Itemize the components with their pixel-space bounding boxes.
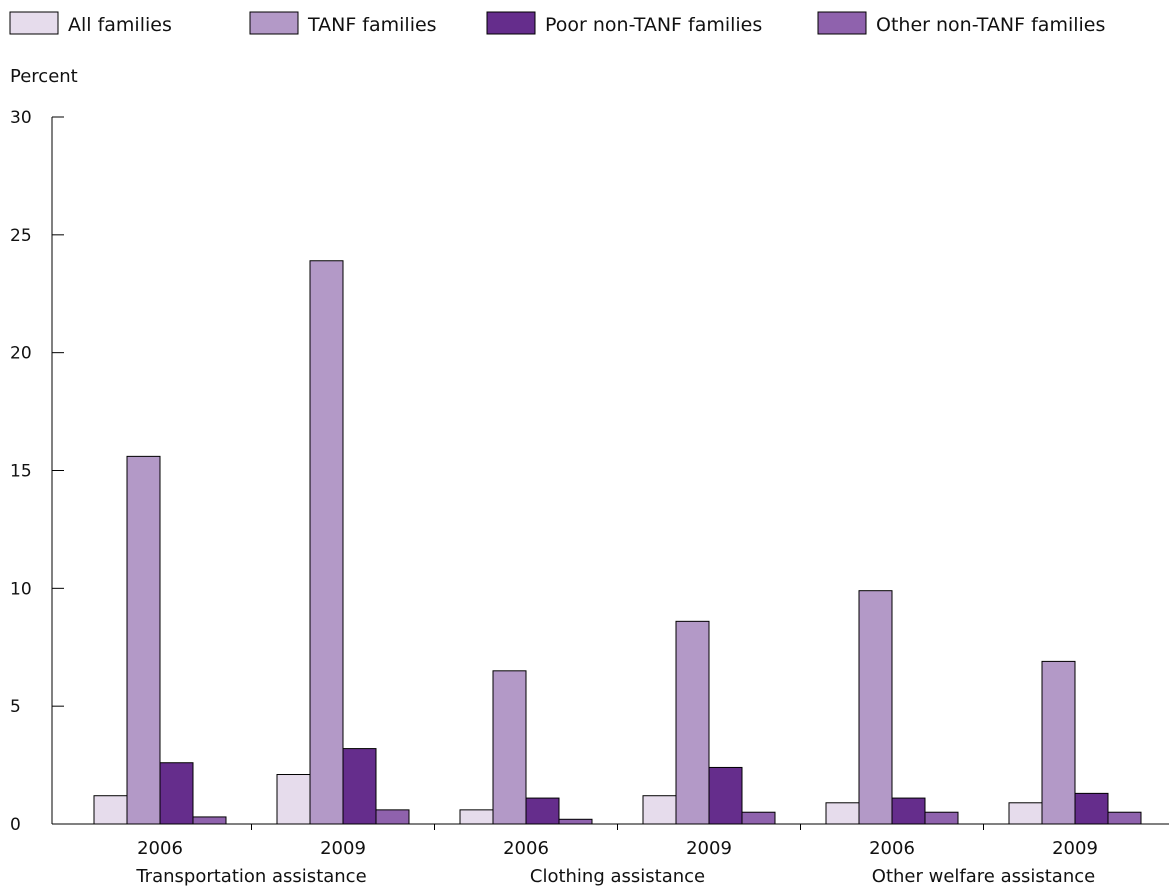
bar	[1008, 802, 1043, 825]
x-category-label: 2006	[869, 838, 915, 859]
bar	[126, 455, 161, 825]
bar	[342, 748, 377, 825]
bar	[642, 795, 677, 825]
y-axis-label: Percent	[10, 66, 78, 87]
x-category-label: 2006	[503, 838, 549, 859]
legend-label: TANF families	[307, 14, 437, 36]
bar	[525, 797, 560, 825]
x-category-label: 2009	[686, 838, 732, 859]
bar	[708, 766, 743, 825]
legend-swatch	[817, 11, 867, 35]
legend-swatch	[9, 11, 59, 35]
bar	[459, 809, 494, 825]
x-group-label: Other welfare assistance	[872, 866, 1095, 886]
bar	[309, 260, 344, 825]
y-tick-label: 15	[10, 462, 32, 482]
x-category-label: 2009	[1052, 838, 1098, 859]
legend-label: Poor non-TANF families	[545, 14, 762, 36]
y-tick-label: 20	[10, 344, 32, 364]
bar	[741, 811, 776, 825]
bar	[675, 620, 710, 825]
y-tick-label: 0	[10, 815, 21, 835]
legend-label: Other non-TANF families	[876, 14, 1105, 36]
legend: All families TANF families Poor non-TANF f…	[9, 11, 1105, 36]
bar	[1074, 792, 1109, 825]
bar	[159, 762, 194, 825]
y-tick-label: 30	[10, 108, 32, 128]
bar	[825, 802, 860, 825]
bar	[93, 795, 128, 825]
y-tick-label: 10	[10, 579, 32, 599]
x-category-label: 2009	[320, 838, 366, 859]
y-tick-label: 5	[10, 697, 21, 717]
group-labels: Transportation assistance Clothing assist…	[135, 866, 1095, 886]
bars	[93, 260, 1142, 825]
legend-swatch	[486, 11, 536, 35]
legend-label: All families	[68, 14, 172, 36]
category-labels: 2006 2009 2006 2009 2006 2009	[137, 838, 1098, 859]
bar	[858, 590, 893, 825]
bar	[192, 816, 227, 825]
bar	[492, 670, 527, 825]
bar	[1041, 660, 1076, 825]
bar	[1107, 811, 1142, 825]
bar	[924, 811, 959, 825]
bar	[276, 774, 311, 825]
y-tick-label: 25	[10, 226, 32, 246]
bar	[558, 818, 593, 825]
x-group-label: Transportation assistance	[135, 866, 366, 886]
legend-swatch	[249, 11, 299, 35]
bar	[891, 797, 926, 825]
x-axis	[52, 823, 1169, 830]
y-axis: 0 5 10 15 20 25 30	[10, 108, 64, 835]
x-category-label: 2006	[137, 838, 183, 859]
x-group-label: Clothing assistance	[530, 866, 705, 886]
bar	[375, 809, 410, 825]
